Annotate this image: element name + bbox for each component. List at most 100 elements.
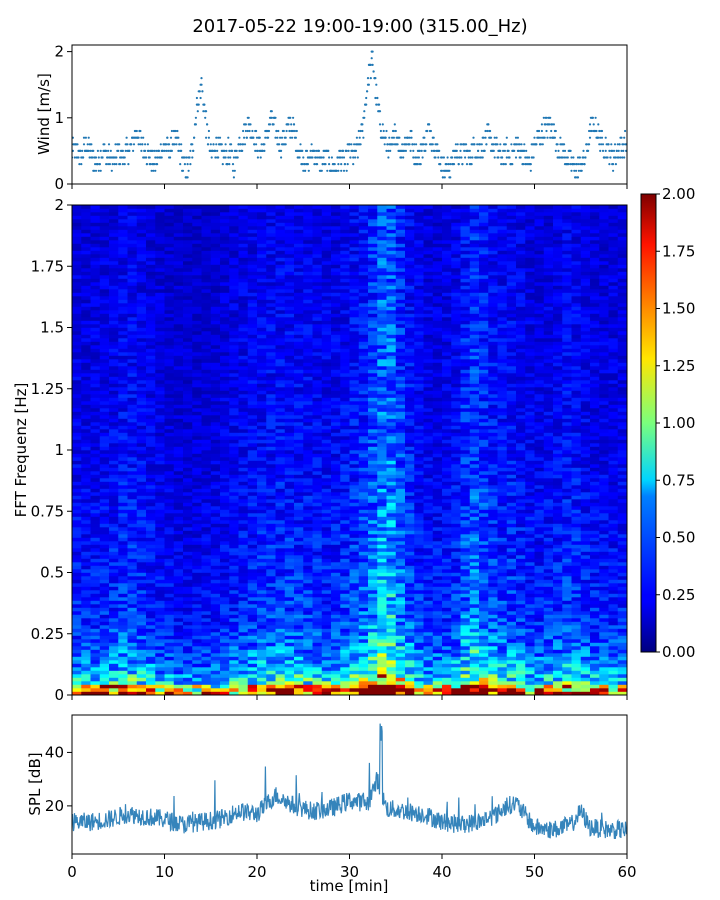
heatmap-cell [423, 548, 434, 552]
heatmap-cell [146, 551, 156, 556]
heatmap-cell [220, 667, 230, 671]
heatmap-cell [192, 663, 202, 668]
heatmap-cell [451, 625, 461, 629]
heatmap-cell [516, 537, 526, 542]
wind-point [420, 149, 423, 152]
wind-point [242, 129, 245, 133]
heatmap-cell [405, 523, 415, 528]
heatmap-cell [608, 649, 619, 654]
heatmap-cell [72, 572, 82, 577]
heatmap-cell [118, 548, 128, 552]
heatmap-cell [284, 646, 295, 650]
heatmap-cell [506, 530, 517, 535]
heatmap-cell [155, 544, 165, 549]
heatmap-cell [99, 488, 110, 493]
heatmap-cell [340, 670, 350, 675]
heatmap-cell [571, 667, 582, 671]
heatmap-cell [238, 499, 249, 503]
heatmap-cell [451, 562, 461, 566]
wind-point [341, 156, 344, 159]
heatmap-cell [192, 597, 202, 601]
heatmap-cell [173, 600, 184, 605]
wind-point [443, 176, 446, 179]
heatmap-cell [386, 576, 397, 580]
heatmap-cell [608, 499, 619, 503]
heatmap-cell [284, 513, 295, 517]
heatmap-cell [377, 614, 387, 619]
heatmap-cell [377, 474, 387, 479]
heatmap-cell [247, 495, 258, 500]
heatmap-cell [340, 555, 350, 559]
heatmap-cell [442, 660, 452, 664]
heatmap-cell [229, 625, 239, 629]
heatmap-cell [183, 621, 193, 626]
heatmap-cell [118, 663, 128, 668]
heatmap-cell [590, 541, 600, 545]
heatmap-cell [423, 569, 434, 573]
heatmap-cell [451, 646, 461, 650]
heatmap-cell [266, 663, 276, 668]
heatmap-cell [201, 530, 212, 535]
heatmap-cell [127, 551, 138, 556]
heatmap-cell [294, 590, 304, 594]
heatmap-cell [164, 474, 175, 479]
heatmap-cell [405, 649, 415, 654]
wind-point [361, 129, 364, 133]
heatmap-cell [358, 502, 369, 507]
heatmap-cell [432, 555, 443, 559]
heatmap-cell [284, 544, 295, 549]
heatmap-cell [72, 684, 82, 689]
heatmap-cell [423, 481, 434, 486]
wind-point [362, 136, 365, 139]
heatmap-cell [136, 684, 147, 689]
heatmap-cell [331, 611, 341, 615]
heatmap-cell [497, 604, 508, 608]
heatmap-cell [497, 653, 508, 657]
heatmap-cell [201, 628, 212, 633]
heatmap-cell [201, 544, 212, 549]
heatmap-cell [229, 562, 239, 566]
heatmap-cell [608, 565, 619, 570]
heatmap-cell [479, 611, 489, 615]
heatmap-cell [321, 688, 332, 692]
wind-point [459, 149, 462, 152]
heatmap-cell [266, 614, 276, 619]
wind-point [413, 143, 416, 146]
wind-point [600, 136, 604, 139]
heatmap-cell [469, 583, 480, 587]
heatmap-cell [423, 611, 434, 615]
heatmap-cell [99, 632, 110, 636]
wind-point [403, 149, 406, 152]
wind-point [499, 149, 502, 152]
heatmap-cell [164, 646, 175, 650]
heatmap-cell [136, 530, 147, 535]
heatmap-cell [238, 628, 249, 633]
heatmap-cell [608, 646, 619, 650]
heatmap-cell [488, 555, 498, 559]
heatmap-cell [562, 520, 572, 524]
heatmap-cell [580, 681, 591, 685]
heatmap-cell [118, 569, 128, 573]
heatmap-cell [349, 632, 360, 636]
heatmap-cell [451, 492, 461, 496]
heatmap-cell [331, 485, 341, 489]
heatmap-cell [571, 607, 582, 612]
heatmap-cell [303, 523, 313, 528]
heatmap-cell [173, 579, 184, 584]
heatmap-cell [386, 509, 397, 514]
wind-point [123, 163, 126, 166]
heatmap-cell [460, 516, 471, 521]
heatmap-cell [72, 520, 82, 524]
heatmap-cell [155, 488, 165, 493]
heatmap-cell [358, 597, 369, 601]
heatmap-cell [192, 555, 202, 559]
heatmap-cell [220, 495, 230, 500]
heatmap-cell [312, 635, 323, 640]
wind-point [566, 156, 569, 159]
heatmap-cell [599, 562, 609, 566]
wind-point [363, 116, 366, 119]
wind-point [320, 169, 323, 172]
heatmap-cell [358, 600, 369, 605]
heatmap-cell [173, 639, 184, 643]
heatmap-cell [81, 576, 91, 580]
